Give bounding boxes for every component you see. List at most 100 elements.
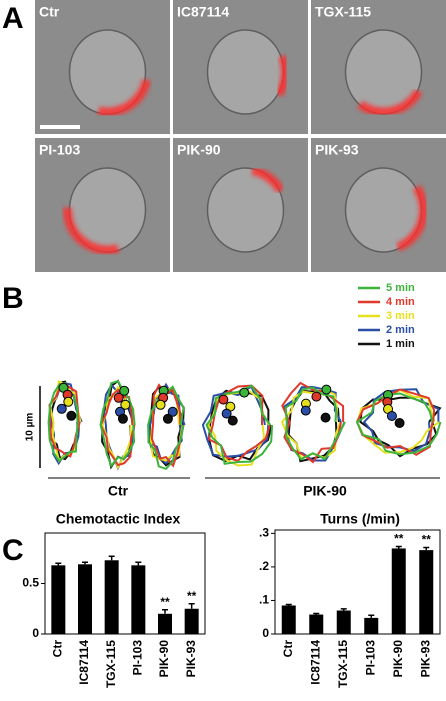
significance: **	[394, 532, 404, 546]
position-dot	[63, 396, 74, 407]
position-dot	[117, 413, 128, 424]
image-label: IC87114	[177, 4, 229, 20]
x-tick-label: PIK-90	[157, 640, 171, 678]
legend-label: 3 min	[386, 310, 415, 322]
panel-label: B	[2, 282, 24, 315]
cell-outline	[150, 383, 185, 468]
position-dot	[218, 394, 229, 405]
position-dot	[300, 405, 311, 416]
position-dot	[167, 406, 178, 417]
x-tick-label: PI-103	[363, 640, 377, 676]
position-dot	[155, 399, 166, 410]
x-tick-label: TGX-115	[336, 640, 350, 688]
x-tick-label: PI-103	[131, 640, 145, 676]
x-tick-label: PIK-90	[391, 640, 405, 678]
cell-outline	[205, 384, 274, 465]
error-bar	[340, 608, 347, 611]
cell-outline	[284, 386, 346, 461]
error-bar	[285, 603, 292, 606]
panel-label: C	[2, 534, 24, 567]
error-bar	[82, 561, 88, 565]
cell-outline	[362, 388, 440, 452]
chart-title: Turns (/min)	[320, 511, 400, 527]
position-dot	[120, 399, 131, 410]
image-label: PIK-90	[177, 142, 221, 158]
cell-outline	[48, 382, 81, 458]
red-signal	[97, 78, 152, 117]
error-bar	[395, 545, 402, 549]
position-dot	[56, 403, 67, 414]
x-tick-label: Ctr	[281, 640, 295, 658]
red-signal	[274, 54, 290, 98]
cell-outline	[207, 384, 271, 462]
image-label: Ctr	[39, 4, 60, 20]
position-dot	[239, 387, 250, 398]
scale-label: 10 µm	[25, 413, 36, 442]
position-dot	[162, 413, 173, 424]
group-label: PIK-90	[303, 483, 347, 499]
y-tick-label: 0	[262, 626, 269, 640]
cell	[206, 167, 285, 253]
position-dot	[113, 392, 124, 403]
legend-label: 1 min	[386, 338, 415, 350]
panel-label: A	[2, 2, 24, 35]
bar	[419, 550, 434, 634]
y-tick-label: .2	[259, 559, 269, 573]
bar	[104, 560, 119, 634]
position-dot	[311, 391, 322, 402]
chart-title: Chemotactic Index	[56, 511, 181, 527]
red-signal	[357, 88, 423, 117]
error-bar	[162, 609, 168, 614]
position-dot	[221, 408, 232, 419]
error-bar	[135, 561, 142, 566]
x-tick-label: Ctr	[51, 640, 65, 658]
error-bar	[423, 546, 430, 551]
cell-outline	[147, 385, 185, 471]
x-tick-label: IC87114	[308, 640, 322, 685]
bar	[391, 548, 406, 634]
image-label: PI-103	[39, 142, 80, 158]
position-dot	[320, 412, 331, 423]
image-label: TGX-115	[315, 4, 371, 20]
y-tick-label: .1	[259, 593, 269, 607]
position-dot	[394, 418, 405, 428]
x-tick-label: IC87114	[77, 640, 91, 685]
bar	[336, 610, 351, 634]
image-label: PIK-93	[315, 142, 359, 158]
cell-outline	[355, 392, 442, 456]
bar	[131, 565, 146, 634]
bar	[158, 613, 172, 634]
position-dot	[119, 385, 130, 396]
bar	[184, 608, 199, 634]
x-tick-label: TGX-115	[104, 640, 118, 688]
y-tick-label: 0	[32, 626, 39, 640]
red-signal	[251, 166, 285, 194]
x-tick-label: PIK-93	[418, 640, 432, 678]
position-dot	[386, 411, 397, 421]
error-bar	[55, 562, 62, 566]
legend-label: 5 min	[386, 282, 415, 294]
legend-label: 4 min	[386, 296, 415, 308]
y-tick-label: .3	[259, 526, 269, 540]
red-signal	[63, 207, 120, 255]
bar	[309, 614, 324, 634]
bar	[51, 565, 66, 634]
error-bar	[313, 612, 320, 615]
significance: **	[160, 595, 170, 609]
cell-outline	[201, 385, 270, 458]
error-bar	[188, 602, 195, 609]
position-dot	[66, 410, 77, 421]
bar	[281, 605, 296, 634]
position-dot	[321, 384, 332, 395]
bar	[364, 617, 379, 634]
red-signal	[396, 184, 428, 252]
bar	[78, 564, 92, 634]
cell	[206, 29, 285, 115]
plot-frame	[274, 529, 441, 635]
error-bar	[108, 555, 115, 561]
legend-label: 2 min	[386, 324, 415, 336]
significance: **	[422, 533, 432, 547]
plot-frame	[44, 532, 206, 635]
significance: **	[187, 589, 197, 603]
